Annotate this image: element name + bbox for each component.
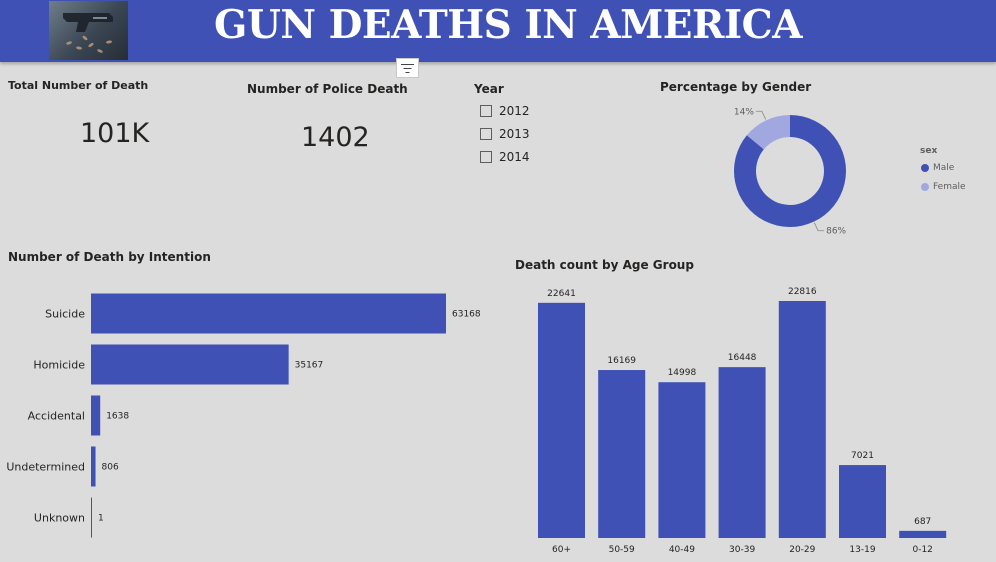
category-label: Undetermined [6,461,85,474]
kpi-police-title: Number of Police Death [247,82,408,96]
filter-lines-icon [401,64,414,73]
donut-data-label: 86% [826,227,846,237]
category-label: Accidental [28,410,85,423]
page-title: GUN DEATHS IN AMERICA [214,2,802,48]
bar-age-30-39[interactable] [718,367,766,538]
kpi-total-title: Total Number of Death [8,79,149,92]
category-label: 13-19 [849,545,875,555]
bar-value-label: 1638 [106,412,129,422]
bar-value-label: 806 [102,463,119,473]
filter-icon[interactable] [396,58,419,78]
bar-value-label: 22641 [547,289,576,299]
gender-chart-title: Percentage by Gender [660,80,812,94]
age-chart-title: Death count by Age Group [515,258,694,272]
bar-age-60+[interactable] [538,302,585,538]
bar-value-label: 687 [914,517,931,527]
bar-suicide[interactable] [91,293,446,334]
year-option-2012[interactable]: 2012 [480,103,530,119]
bar-undetermined[interactable] [91,446,96,487]
bar-age-50-59[interactable] [598,370,646,538]
category-label: 30-39 [729,545,755,555]
legend-item-male[interactable]: Male [921,163,954,173]
bar-value-label: 35167 [295,361,324,371]
kpi-police-value: 1402 [301,122,370,153]
bar-value-label: 16169 [607,356,636,366]
year-option-2014[interactable]: 2014 [480,149,530,165]
category-label: Homicide [33,359,85,372]
legend-label: Male [933,163,955,173]
bar-age-13-19[interactable] [839,465,886,538]
bar-value-label: 7021 [851,451,874,461]
donut-slice-female[interactable] [746,115,790,150]
year-option-label: 2012 [499,104,530,118]
header-gun-image [49,1,128,60]
header-banner: GUN DEATHS IN AMERICA [0,0,996,62]
year-option-label: 2013 [499,127,530,141]
category-label: 0-12 [912,545,932,555]
intention-chart-title: Number of Death by Intention [8,250,211,264]
bar-age-40-49[interactable] [658,382,706,538]
year-option-2013[interactable]: 2013 [480,126,530,142]
checkbox[interactable] [480,151,492,163]
legend-item-female[interactable]: Female [921,182,966,192]
bar-value-label: 14998 [668,368,697,378]
bar-unknown[interactable] [91,497,92,538]
legend-dot-male [921,164,929,172]
year-slicer-title: Year [474,82,504,96]
bar-homicide[interactable] [91,344,289,385]
bar-value-label: 16448 [728,353,757,363]
bar-value-label: 1 [98,514,104,524]
kpi-total-value: 101K [80,118,150,149]
checkbox[interactable] [480,105,492,117]
legend-label: Female [933,182,966,192]
donut-leader-line [755,110,767,120]
year-option-label: 2014 [499,150,530,164]
category-label: Suicide [45,308,85,321]
bar-value-label: 63168 [452,310,481,320]
bar-age-0-12[interactable] [899,530,947,538]
intention-bar-chart: Suicide 63168 Homicide 35167 Accidental 1638 U… [6,293,481,538]
donut-data-label: 14% [734,107,754,117]
category-label: 20-29 [789,545,815,555]
checkbox[interactable] [480,128,492,140]
legend-dot-female [921,183,929,191]
category-label: 50-59 [609,545,635,555]
category-label: 40-49 [669,545,695,555]
category-label: Unknown [34,512,85,525]
bar-accidental[interactable] [91,395,101,436]
category-label: 60+ [552,545,571,555]
gender-legend-title: sex [920,146,938,156]
donut-leader-line [813,222,825,232]
donut-slice-male[interactable] [734,115,847,227]
age-group-bar-chart: 22641 60+ 16169 50-59 14998 40-49 16448 30-39 22… [538,287,947,555]
bar-age-20-29[interactable] [778,301,826,538]
bar-value-label: 22816 [788,287,817,297]
gun-picture-icon [63,13,113,53]
